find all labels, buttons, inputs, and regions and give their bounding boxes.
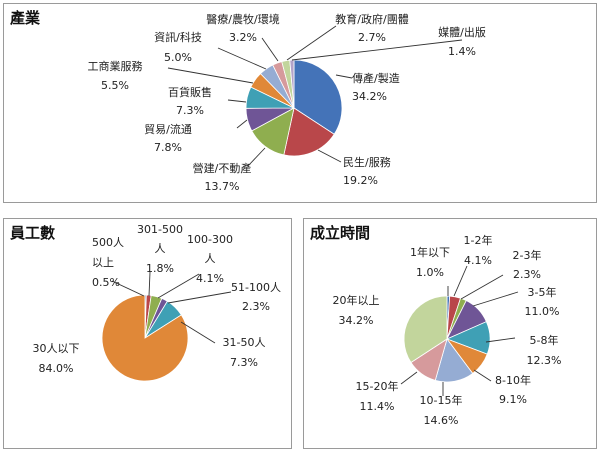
slice-value-label-2-4: 12.3% [527,354,562,367]
slice-value-label-1-2: 4.1% [196,272,224,285]
slice-value-label-0-7: 3.2% [229,31,257,44]
leader-line-0-2 [247,147,266,167]
slice-category-label-1-1: 人 [155,242,166,255]
slice-category-label-2-0: 1年以下 [410,245,450,259]
leader-line-0-0 [335,74,353,79]
slice-value-label-1-0: 0.5% [92,276,120,289]
leader-line-2-1 [453,265,468,297]
slice-value-label-1-3: 2.3% [242,300,270,313]
slice-value-label-2-1: 4.1% [464,254,492,267]
slice-category-label-0-0: 傳產/製造 [352,71,400,85]
slice-value-label-2-7: 11.4% [360,400,395,413]
slice-category-label-1-2: 100-300 [187,233,233,246]
leader-line-0-9 [291,39,463,61]
slice-category-label-1-2: 人 [205,252,216,265]
slice-value-label-0-6: 5.0% [164,51,192,64]
leader-line-1-3 [167,291,232,304]
slice-category-label-2-2: 2-3年 [513,248,542,262]
slice-category-label-1-1: 301-500 [137,223,183,236]
slice-value-label-1-5: 84.0% [39,362,74,375]
slice-value-label-2-3: 11.0% [525,305,560,318]
leader-line-2-3 [472,291,519,307]
leader-line-0-1 [317,149,342,163]
leader-line-1-0 [111,280,145,297]
slice-value-label-1-1: 1.8% [146,262,174,275]
leader-line-1-4 [180,321,216,344]
slice-value-label-0-4: 7.3% [176,104,204,117]
slice-category-label-1-0: 以上 [92,256,114,269]
pie-slice-1-5 [101,294,189,382]
founding-chart-title: 成立時間 [310,224,371,242]
slice-value-label-1-4: 7.3% [230,356,258,369]
slice-category-label-2-8: 20年以上 [333,293,380,307]
leader-line-2-4 [485,337,516,343]
slice-category-label-1-5: 30人以下 [33,342,80,355]
slice-category-label-1-3: 51-100人 [231,281,281,294]
slice-category-label-2-7: 15-20年 [356,379,399,393]
slice-category-label-2-5: 8-10年 [495,373,531,387]
leader-line-2-2 [460,274,504,300]
slice-value-label-0-9: 1.4% [448,45,476,58]
leader-line-2-7 [400,371,418,385]
leader-line-0-4 [227,99,247,103]
slice-category-label-0-7: 醫療/農牧/環境 [206,12,279,26]
pie-slice-2-8 [403,295,448,364]
slice-value-label-0-1: 19.2% [343,174,378,187]
slice-category-label-0-8: 教育/政府/團體 [335,12,408,26]
slice-category-label-2-3: 3-5年 [528,285,557,299]
slice-category-label-2-1: 1-2年 [464,233,493,247]
leader-line-2-5 [473,369,492,382]
slice-category-label-0-3: 貿易/流通 [144,122,192,136]
slice-category-label-1-0: 500人 [92,236,124,249]
slice-category-label-2-6: 10-15年 [420,393,463,407]
slice-category-label-0-6: 資訊/科技 [154,30,202,44]
slice-value-label-0-5: 5.5% [101,79,129,92]
employee-count-panel: 員工數 [3,218,292,449]
leader-line-0-6 [217,47,267,70]
leader-line-0-3 [236,119,248,129]
pie-slice-0-1 [283,107,335,157]
slice-category-label-0-4: 百貨販售 [168,85,212,99]
slice-value-label-0-3: 7.8% [154,141,182,154]
slice-category-label-0-1: 民生/服務 [343,155,391,169]
slice-value-label-2-5: 9.1% [499,393,527,406]
industry-chart-title: 產業 [10,9,41,27]
leader-line-1-1 [148,271,151,297]
leader-line-1-2 [157,273,200,299]
slice-value-label-2-0: 1.0% [416,266,444,279]
slice-value-label-0-0: 34.2% [352,90,387,103]
slice-value-label-0-8: 2.7% [358,31,386,44]
slice-category-label-0-9: 媒體/出版 [438,25,486,39]
slice-value-label-2-2: 2.3% [513,268,541,281]
leader-line-0-7 [261,37,279,62]
slice-value-label-0-2: 13.7% [205,180,240,193]
slice-category-label-0-2: 營建/不動產 [193,161,252,175]
slice-category-label-0-5: 工商業服務 [88,59,143,73]
slice-category-label-2-4: 5-8年 [530,333,559,347]
leader-line-0-8 [286,25,337,61]
slice-category-label-1-4: 31-50人 [223,336,266,349]
employee-chart-title: 員工數 [10,224,56,242]
slice-value-label-2-8: 34.2% [339,314,374,327]
leader-line-0-5 [167,67,254,84]
slice-value-label-2-6: 14.6% [424,414,459,427]
